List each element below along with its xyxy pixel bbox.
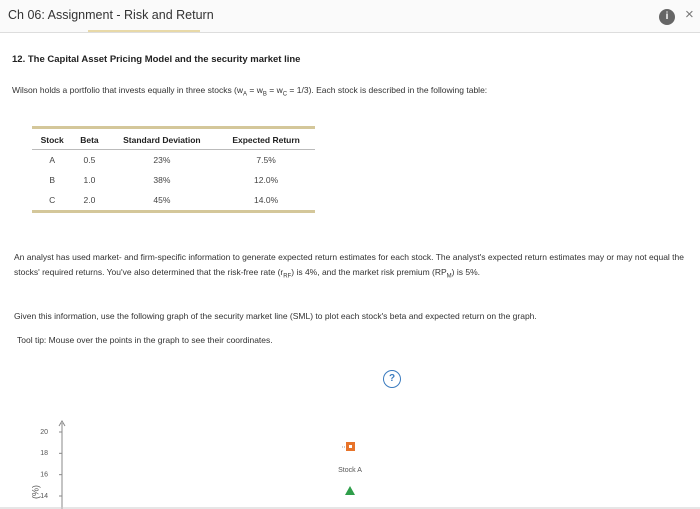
table-cell: 23% xyxy=(153,155,171,165)
y-axis-arrow xyxy=(58,420,66,427)
text-run: ) is 5%. xyxy=(451,267,480,277)
column-header: Expected Return xyxy=(217,127,315,150)
instruction-text: Given this information, use the followin… xyxy=(14,311,537,321)
y-tick-label: 20 xyxy=(40,429,48,436)
y-tick-label: 18 xyxy=(40,450,48,457)
text-run: An analyst has used market- and firm-spe… xyxy=(14,252,684,277)
table-cell: B xyxy=(49,175,55,185)
column-header: Standard Deviation xyxy=(106,127,218,150)
text-run: = w xyxy=(247,85,263,95)
close-button[interactable]: × xyxy=(685,6,694,23)
text-run: = 1/3). Each stock is described in the f… xyxy=(287,85,488,95)
intro-text: Wilson holds a portfolio that invests eq… xyxy=(12,85,487,98)
legend-label: Stock A xyxy=(338,467,362,474)
accent-line xyxy=(88,30,200,32)
y-tick-label: 14 xyxy=(40,493,48,500)
stock-marker-tool[interactable] xyxy=(345,486,355,495)
table-body: A 0.5 23% 7.5% B 1.0 38% 12.0% C 2.0 45% 14.0% xyxy=(32,150,315,212)
table-cell: 14.0% xyxy=(254,195,279,205)
legend-marker-inner xyxy=(349,445,352,448)
column-header: Stock xyxy=(32,127,73,150)
subscript: RF xyxy=(283,273,292,280)
stock-table: Stock Beta Standard Deviation Expected Retu… xyxy=(32,126,315,213)
text-run: ) is 4%, and the market risk premium (RP xyxy=(291,267,447,277)
text-run: = w xyxy=(266,85,283,95)
info-button[interactable]: i xyxy=(659,9,675,25)
table-row: A 0.5 23% 7.5% xyxy=(32,150,315,171)
graph: (%) Stock A 20 18 16 14 xyxy=(0,420,700,509)
subscript: A xyxy=(243,91,248,98)
table-cell: C xyxy=(49,195,56,205)
table-row: B 1.0 38% 12.0% xyxy=(32,170,315,190)
y-axis-label: (%) xyxy=(30,485,40,499)
subscript: C xyxy=(282,91,288,98)
table-cell: 38% xyxy=(153,175,171,185)
table-cell: 0.5 xyxy=(83,155,96,165)
assignment-title: Ch 06: Assignment - Risk and Return xyxy=(8,8,214,22)
tooltip-text: Tool tip: Mouse over the points in the g… xyxy=(17,335,273,345)
analyst-text: An analyst has used market- and firm-spe… xyxy=(14,250,689,285)
subscript: B xyxy=(262,91,267,98)
table-header: Stock Beta Standard Deviation Expected Retu… xyxy=(32,127,315,150)
question-title: 12. The Capital Asset Pricing Model and … xyxy=(12,54,301,65)
table-cell: 7.5% xyxy=(256,155,276,165)
table-cell: 12.0% xyxy=(254,175,279,185)
text-run: Wilson holds a portfolio that invests eq… xyxy=(12,85,244,95)
column-header: Beta xyxy=(72,127,107,150)
table-row: C 2.0 45% 14.0% xyxy=(32,190,315,212)
table-cell: 1.0 xyxy=(83,175,96,185)
y-tick-label: 16 xyxy=(40,472,48,479)
table-cell: 45% xyxy=(153,195,171,205)
table-cell: A xyxy=(49,155,55,165)
subscript: M xyxy=(446,273,452,280)
header-bar xyxy=(0,0,700,33)
help-button[interactable]: ? xyxy=(383,370,401,388)
table-cell: 2.0 xyxy=(83,195,96,205)
